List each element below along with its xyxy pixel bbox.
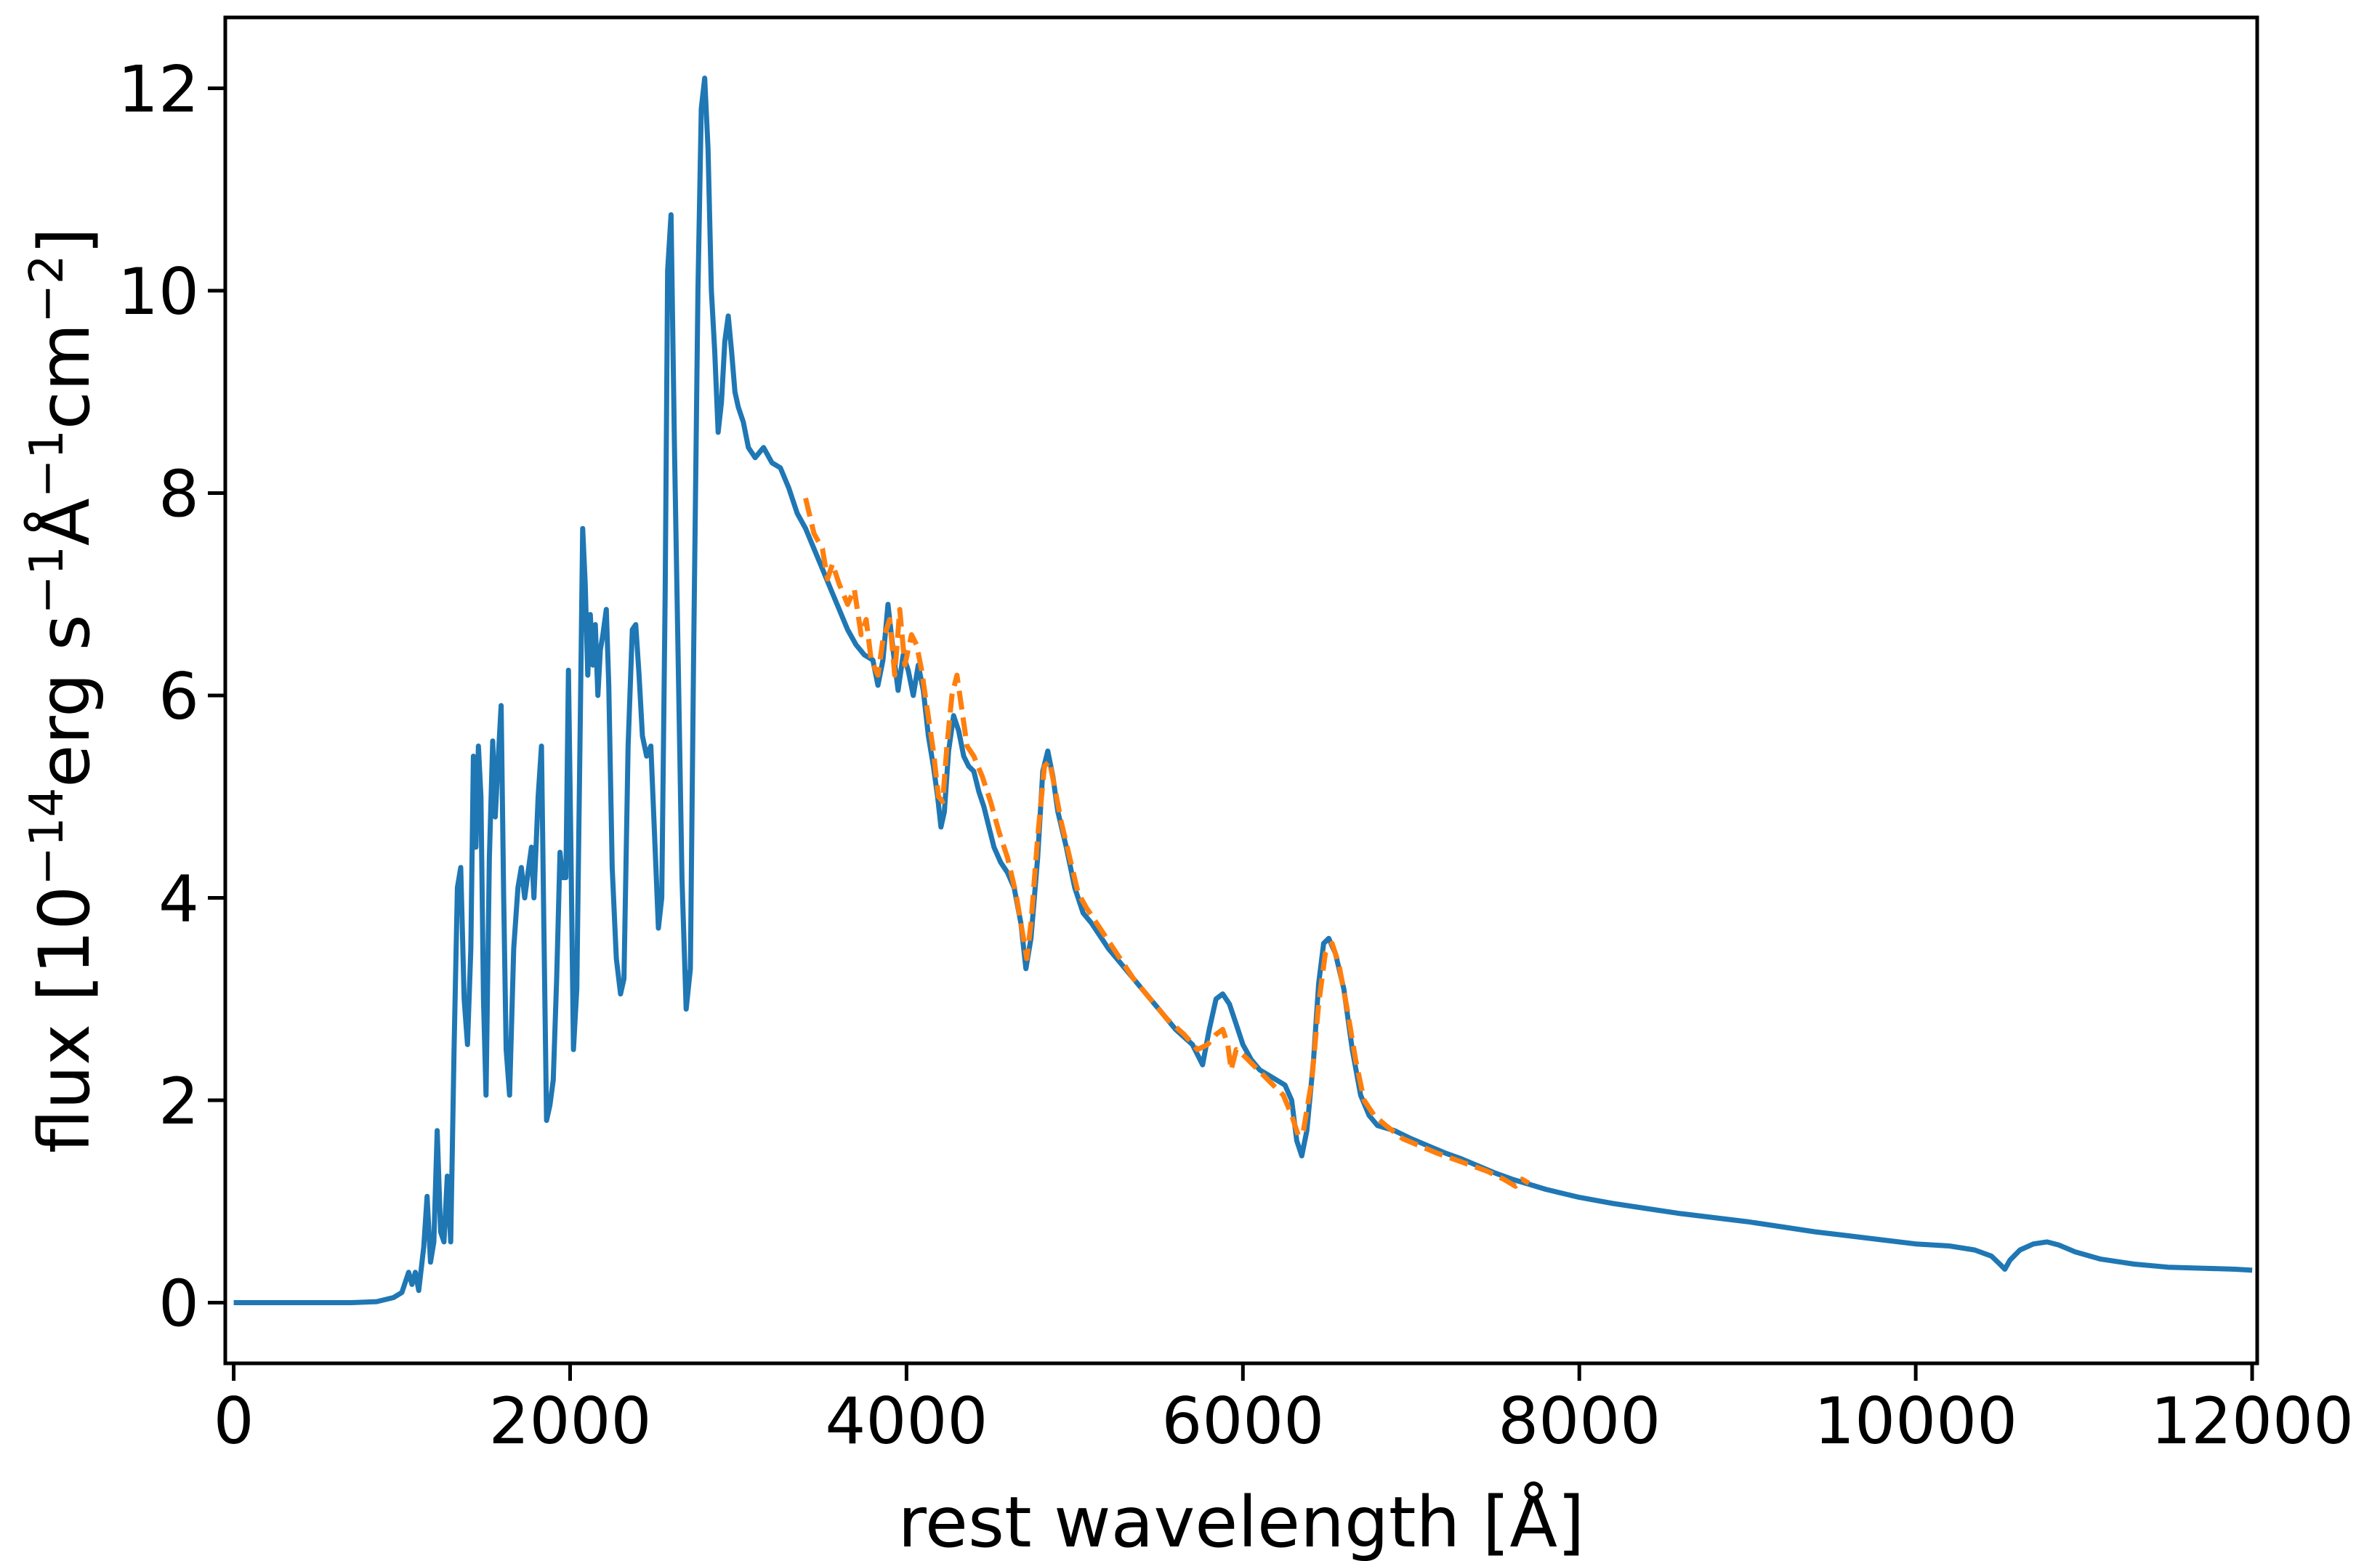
x-tick-label: 4000	[825, 1384, 988, 1459]
y-label-text: flux [10	[24, 886, 105, 1153]
y-label-text: ]	[24, 227, 105, 254]
y-axis-ticks: 0 2 4 6 8 10 12	[118, 52, 225, 1341]
x-tick-label: 10000	[1814, 1384, 2017, 1459]
observed-spectrum-line	[233, 76, 2253, 1305]
y-tick-label: 0	[158, 1266, 199, 1341]
y-label-text: erg s	[24, 614, 105, 787]
y-label-text: cm	[24, 323, 105, 429]
x-tick-label: 8000	[1498, 1384, 1661, 1459]
series-layer	[233, 76, 2253, 1305]
y-label-exponent: −14	[20, 788, 74, 886]
y-tick-label: 6	[158, 659, 199, 734]
y-label-exponent: −1	[20, 429, 74, 498]
x-axis-ticks: 0 2000 4000 6000 8000 10000 12000	[214, 1363, 2354, 1459]
x-axis-label: rest wavelength [Å]	[898, 1481, 1585, 1561]
y-label-exponent: −1	[20, 546, 74, 614]
y-tick-label: 4	[158, 861, 199, 936]
y-tick-label: 12	[118, 52, 199, 126]
y-axis-label: flux [10−14erg s−1Å−1cm−2]	[20, 227, 105, 1153]
y-tick-label: 8	[158, 456, 199, 531]
y-tick-label: 10	[118, 254, 199, 329]
y-label-text: Å	[23, 498, 105, 546]
x-tick-label: 2000	[489, 1384, 652, 1459]
x-tick-label: 0	[214, 1384, 254, 1459]
model-spectrum-dashed-line	[803, 497, 1530, 1189]
y-label-exponent: −2	[20, 254, 74, 323]
x-tick-label: 6000	[1161, 1384, 1324, 1459]
y-tick-label: 2	[158, 1064, 199, 1139]
x-tick-label: 12000	[2150, 1384, 2354, 1459]
